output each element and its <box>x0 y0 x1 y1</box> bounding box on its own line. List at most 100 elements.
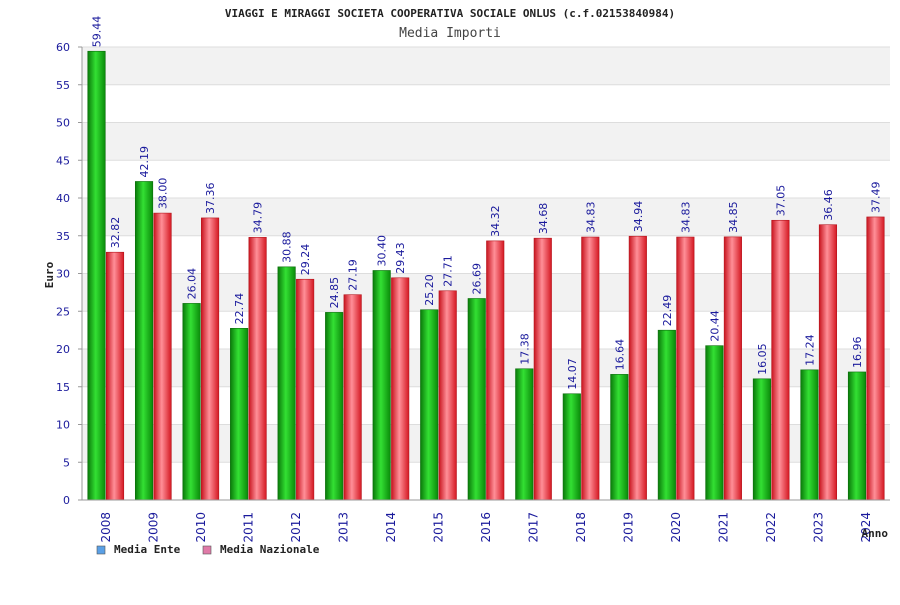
data-label-media-ente: 24.85 <box>328 277 341 309</box>
data-label-media-ente: 26.04 <box>186 268 199 300</box>
data-label-media-nazionale: 37.49 <box>869 181 882 213</box>
bar-media-nazionale <box>581 236 600 501</box>
bar-media-nazionale <box>486 240 505 501</box>
bar-media-ente <box>847 371 867 501</box>
legend-label: Media Ente <box>114 543 181 556</box>
data-label-media-ente: 42.19 <box>138 146 151 178</box>
x-tick-label: 2023 <box>812 512 826 543</box>
x-tick-label: 2010 <box>194 512 208 543</box>
x-axis: 2008 2009 2010 2011 2012 2013 2014 2015 2016 2017… <box>82 499 890 543</box>
bar-media-ente <box>325 312 344 501</box>
bar-media-ente <box>87 50 106 501</box>
data-label-media-nazionale: 27.19 <box>347 259 360 291</box>
x-tick-label: 2020 <box>669 512 683 543</box>
data-label-media-ente: 25.20 <box>423 274 436 306</box>
y-tick-label: 10 <box>56 419 70 432</box>
bar-media-ente <box>182 303 201 501</box>
x-tick-label: 2018 <box>574 512 588 543</box>
data-label-media-ente: 26.69 <box>471 263 484 295</box>
y-tick-label: 0 <box>63 494 70 507</box>
x-tick-label: 2024 <box>859 512 873 543</box>
data-label-media-nazionale: 29.24 <box>299 244 312 276</box>
data-label-media-nazionale: 34.94 <box>632 201 645 233</box>
grid-band <box>82 122 890 161</box>
y-axis-label: Euro <box>43 261 56 288</box>
legend-swatch <box>202 545 212 555</box>
x-tick-label: 2012 <box>289 512 303 543</box>
data-label-media-nazionale: 34.83 <box>679 202 692 234</box>
bar-media-nazionale <box>533 237 552 501</box>
data-label-media-nazionale: 34.79 <box>252 202 265 234</box>
y-tick-label: 35 <box>56 230 70 243</box>
chart-title: VIAGGI E MIRAGGI SOCIETA COOPERATIVA SOC… <box>225 7 675 20</box>
bar-media-nazionale <box>153 212 172 501</box>
data-label-media-nazionale: 29.43 <box>394 242 407 274</box>
x-tick-label: 2019 <box>622 512 636 543</box>
x-tick-label: 2017 <box>527 512 541 543</box>
y-tick-label: 50 <box>56 117 70 130</box>
bar-media-nazionale <box>723 236 742 501</box>
data-label-media-nazionale: 34.83 <box>584 202 597 234</box>
bar-media-nazionale <box>248 237 267 501</box>
data-label-media-ente: 17.38 <box>518 333 531 365</box>
bar-media-nazionale <box>818 224 838 501</box>
bar-media-ente <box>467 298 486 501</box>
data-label-media-ente: 16.05 <box>756 343 769 375</box>
data-label-media-nazionale: 34.32 <box>489 205 502 237</box>
x-tick-label: 2011 <box>241 512 255 543</box>
bar-media-nazionale <box>866 216 885 501</box>
legend-label: Media Nazionale <box>220 543 320 556</box>
x-tick-label: 2009 <box>146 512 160 543</box>
data-label-media-ente: 30.40 <box>376 235 389 267</box>
legend-swatch <box>96 545 106 555</box>
y-tick-label: 15 <box>56 381 70 394</box>
bar-media-nazionale <box>438 290 457 501</box>
bar-media-nazionale <box>391 277 410 501</box>
data-label-media-nazionale: 37.05 <box>774 185 787 217</box>
bar-media-ente <box>562 393 581 501</box>
x-tick-label: 2022 <box>764 512 778 543</box>
data-label-media-ente: 22.49 <box>661 295 674 327</box>
bar-media-ente <box>372 270 391 501</box>
bar-media-ente <box>705 345 724 501</box>
bar-media-nazionale <box>105 251 125 501</box>
grid-band <box>82 84 890 123</box>
data-label-media-ente: 16.64 <box>613 339 626 371</box>
bar-media-nazionale <box>296 278 315 501</box>
y-tick-label: 20 <box>56 343 70 356</box>
x-tick-label: 2016 <box>479 512 493 543</box>
x-tick-label: 2015 <box>431 512 445 543</box>
y-tick-label: 30 <box>56 268 70 281</box>
x-tick-label: 2021 <box>717 512 731 543</box>
y-tick-label: 60 <box>56 41 70 54</box>
data-label-media-ente: 16.96 <box>851 336 864 368</box>
bar-media-ente <box>230 328 249 501</box>
data-label-media-nazionale: 32.82 <box>109 217 122 249</box>
x-tick-label: 2008 <box>99 512 113 543</box>
data-label-media-ente: 20.44 <box>708 310 721 342</box>
legend: Media Ente Media Nazionale <box>96 543 320 556</box>
y-tick-label: 55 <box>56 79 70 92</box>
data-label-media-ente: 22.74 <box>233 293 246 325</box>
data-label-media-nazionale: 34.85 <box>727 201 740 233</box>
bar-media-nazionale <box>771 219 790 501</box>
bar-media-nazionale <box>628 235 647 501</box>
bar-media-nazionale <box>343 294 362 501</box>
data-label-media-nazionale: 34.68 <box>537 203 550 235</box>
data-label-media-nazionale: 27.71 <box>442 255 455 287</box>
y-tick-label: 5 <box>63 456 70 469</box>
y-tick-label: 40 <box>56 192 70 205</box>
chart-subtitle: Media Importi <box>399 26 501 41</box>
data-label-media-nazionale: 36.46 <box>822 189 835 221</box>
bar-media-ente <box>657 329 676 501</box>
data-label-media-nazionale: 37.36 <box>204 182 217 214</box>
y-tick-label: 45 <box>56 154 70 167</box>
bar-media-ente <box>800 369 819 501</box>
bar-media-ente <box>277 266 296 501</box>
data-label-media-nazionale: 38.00 <box>157 178 170 210</box>
data-label-media-ente: 14.07 <box>566 358 579 390</box>
bar-media-ente <box>752 378 771 501</box>
data-label-media-ente: 17.24 <box>803 334 816 366</box>
